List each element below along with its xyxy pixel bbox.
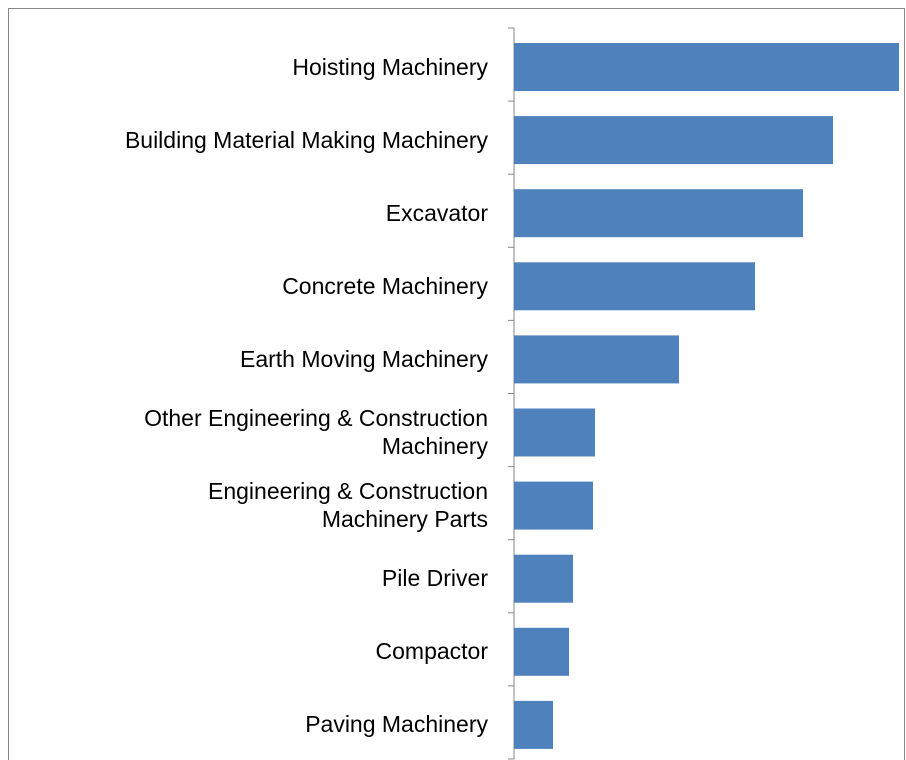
category-label: Hoisting Machinery bbox=[292, 53, 488, 80]
category-label: Other Engineering & Construction Machine… bbox=[144, 405, 488, 459]
category-label: Pile Driver bbox=[381, 565, 488, 592]
bar bbox=[514, 481, 593, 530]
category-label: Compactor bbox=[375, 638, 488, 665]
bar bbox=[514, 335, 679, 384]
bar bbox=[514, 116, 833, 165]
bar bbox=[514, 627, 569, 676]
category-label: Paving Machinery bbox=[305, 711, 488, 738]
category-label: Building Material Making Machinery bbox=[124, 126, 488, 153]
category-label: Earth Moving Machinery bbox=[240, 345, 488, 372]
bar bbox=[514, 189, 803, 238]
bar bbox=[514, 262, 755, 311]
category-label: Engineering & Construction Machinery Par… bbox=[208, 478, 488, 533]
category-label: Excavator bbox=[385, 199, 488, 226]
bar bbox=[514, 408, 595, 457]
bar bbox=[514, 700, 553, 749]
chart-border bbox=[8, 8, 905, 760]
bar bbox=[514, 554, 573, 603]
bar bbox=[514, 43, 899, 91]
category-label: Concrete Machinery bbox=[282, 272, 488, 299]
